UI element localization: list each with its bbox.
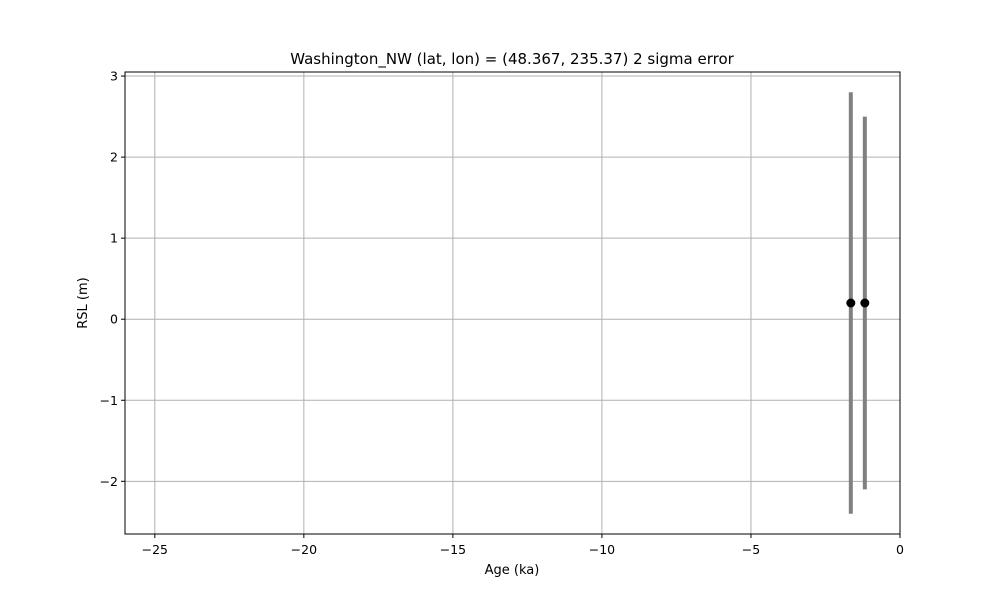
y-tick-label: 1 [110,231,118,246]
y-tick-label: 2 [110,150,118,165]
x-tick-label: −5 [742,542,760,557]
plot-frame [124,71,901,535]
y-tick-label: 3 [110,69,118,84]
y-tick-label: −1 [100,393,118,408]
x-tick-label: −10 [589,542,615,557]
x-tick-label: −15 [440,542,466,557]
y-tick-label: 0 [110,312,118,327]
x-tick-label: −20 [291,542,317,557]
data-point [846,298,856,308]
x-tick-label: 0 [896,542,904,557]
x-axis-label: Age (ka) [485,563,540,578]
x-tick-label: −25 [142,542,168,557]
grid-layer [125,72,901,534]
data-layer [846,92,870,514]
y-axis-label: RSL (m) [76,277,91,328]
chart-title: Washington_NW (lat, lon) = (48.367, 235.… [290,50,734,69]
data-point [860,298,870,308]
y-tick-label: −2 [100,474,118,489]
